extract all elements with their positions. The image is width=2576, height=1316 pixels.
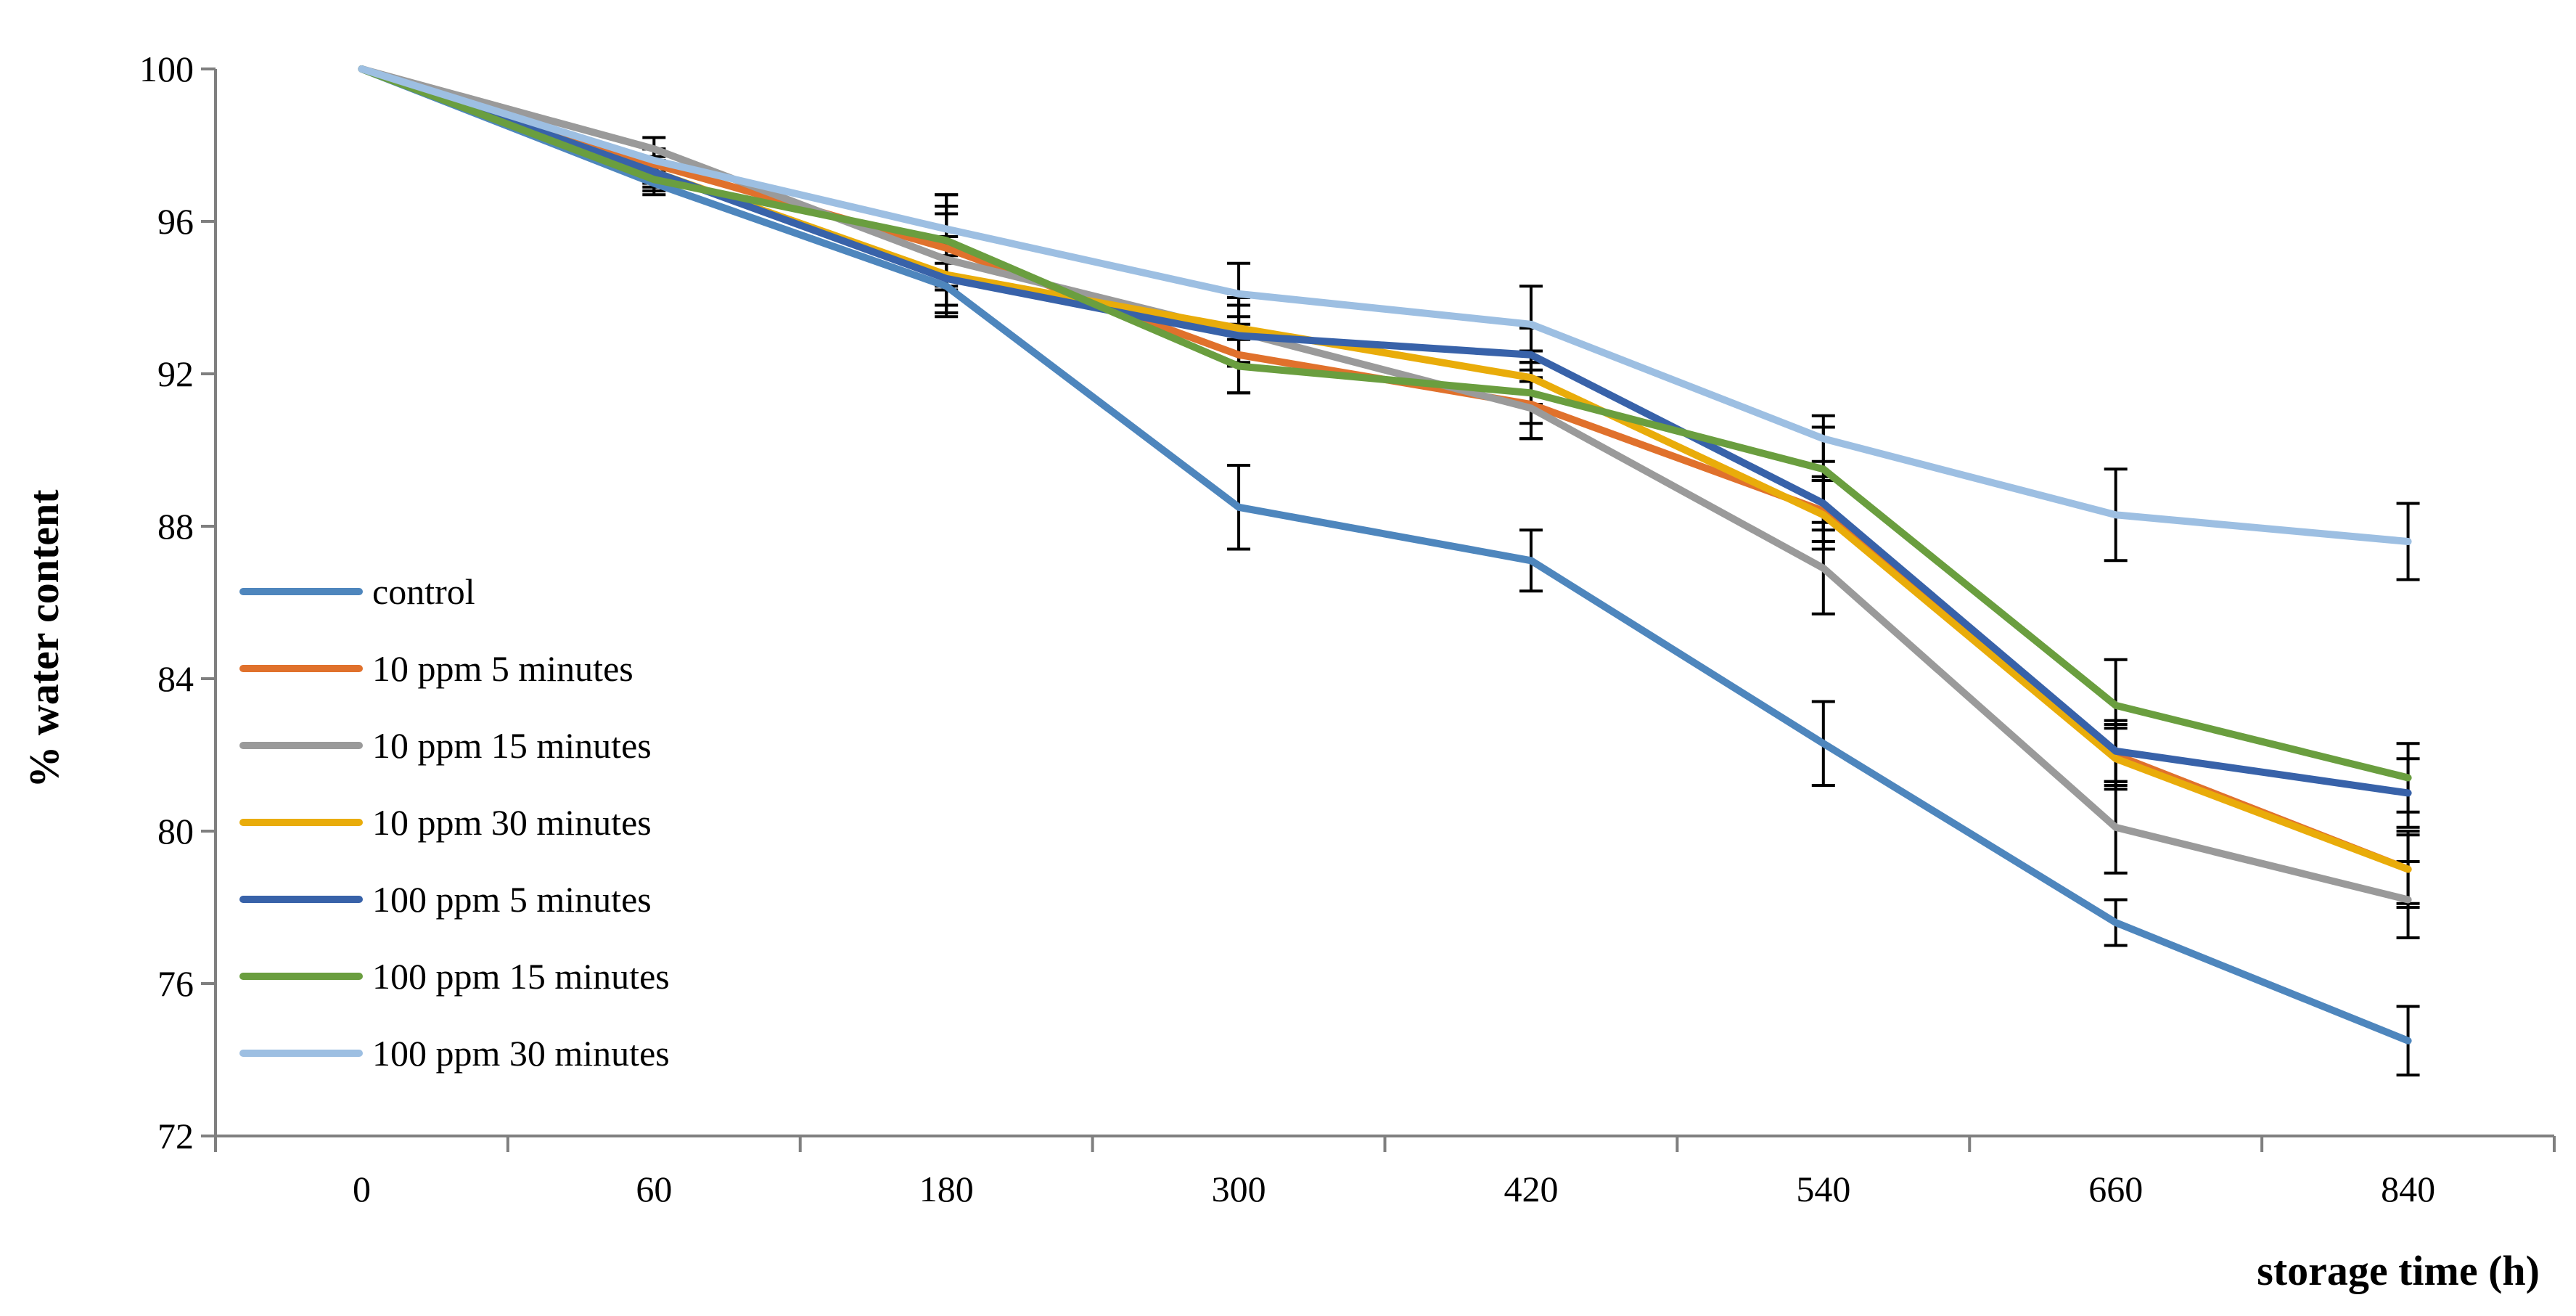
legend-label: 10 ppm 5 minutes — [372, 648, 633, 689]
series-line — [358, 65, 2412, 904]
legend-label: 100 ppm 30 minutes — [372, 1033, 670, 1074]
legend-item: 10 ppm 5 minutes — [239, 648, 633, 689]
legend-label: 10 ppm 30 minutes — [372, 802, 652, 843]
y-tick-label: 88 — [157, 506, 194, 547]
x-tick-label: 0 — [353, 1169, 371, 1209]
y-tick-label: 100 — [139, 49, 194, 89]
x-tick-label: 180 — [919, 1169, 974, 1209]
legend-label: 10 ppm 15 minutes — [372, 725, 652, 766]
y-tick-label: 76 — [157, 963, 194, 1004]
x-axis-title: storage time (h) — [2257, 1247, 2540, 1294]
series-line — [358, 65, 2412, 545]
legend-item: 10 ppm 15 minutes — [239, 725, 652, 766]
x-tick-label: 60 — [636, 1169, 672, 1209]
y-tick-label: 96 — [157, 201, 194, 242]
y-tick-label: 84 — [157, 658, 194, 699]
legend-item: 10 ppm 30 minutes — [239, 802, 652, 843]
legend: control 10 ppm 5 minutes 10 ppm 15 minutes… — [239, 571, 670, 1074]
legend-label: 100 ppm 5 minutes — [372, 879, 652, 920]
x-tick-label: 840 — [2381, 1169, 2435, 1209]
legend-item: control — [239, 571, 475, 612]
x-tick-label: 300 — [1212, 1169, 1266, 1209]
y-axis-title: % water content — [20, 489, 67, 788]
x-tick-label: 420 — [1504, 1169, 1558, 1209]
x-tick-label: 660 — [2088, 1169, 2143, 1209]
x-tick-label: 540 — [1796, 1169, 1850, 1209]
legend-item: 100 ppm 5 minutes — [239, 879, 652, 920]
y-tick-label: 92 — [157, 353, 194, 394]
series-lines — [358, 65, 2412, 1045]
axes: 72 76 80 84 88 92 96 100 0 60 180 300 420 540 660 840 — [139, 49, 2556, 1209]
legend-label: control — [372, 571, 475, 612]
legend-item: 100 ppm 30 minutes — [239, 1033, 670, 1074]
series-line — [358, 65, 2412, 1045]
series-line — [358, 65, 2412, 797]
series-line — [358, 65, 2412, 782]
legend-item: 100 ppm 15 minutes — [239, 956, 670, 997]
y-tick-label: 72 — [157, 1116, 194, 1156]
legend-label: 100 ppm 15 minutes — [372, 956, 670, 997]
y-tick-label: 80 — [157, 811, 194, 851]
